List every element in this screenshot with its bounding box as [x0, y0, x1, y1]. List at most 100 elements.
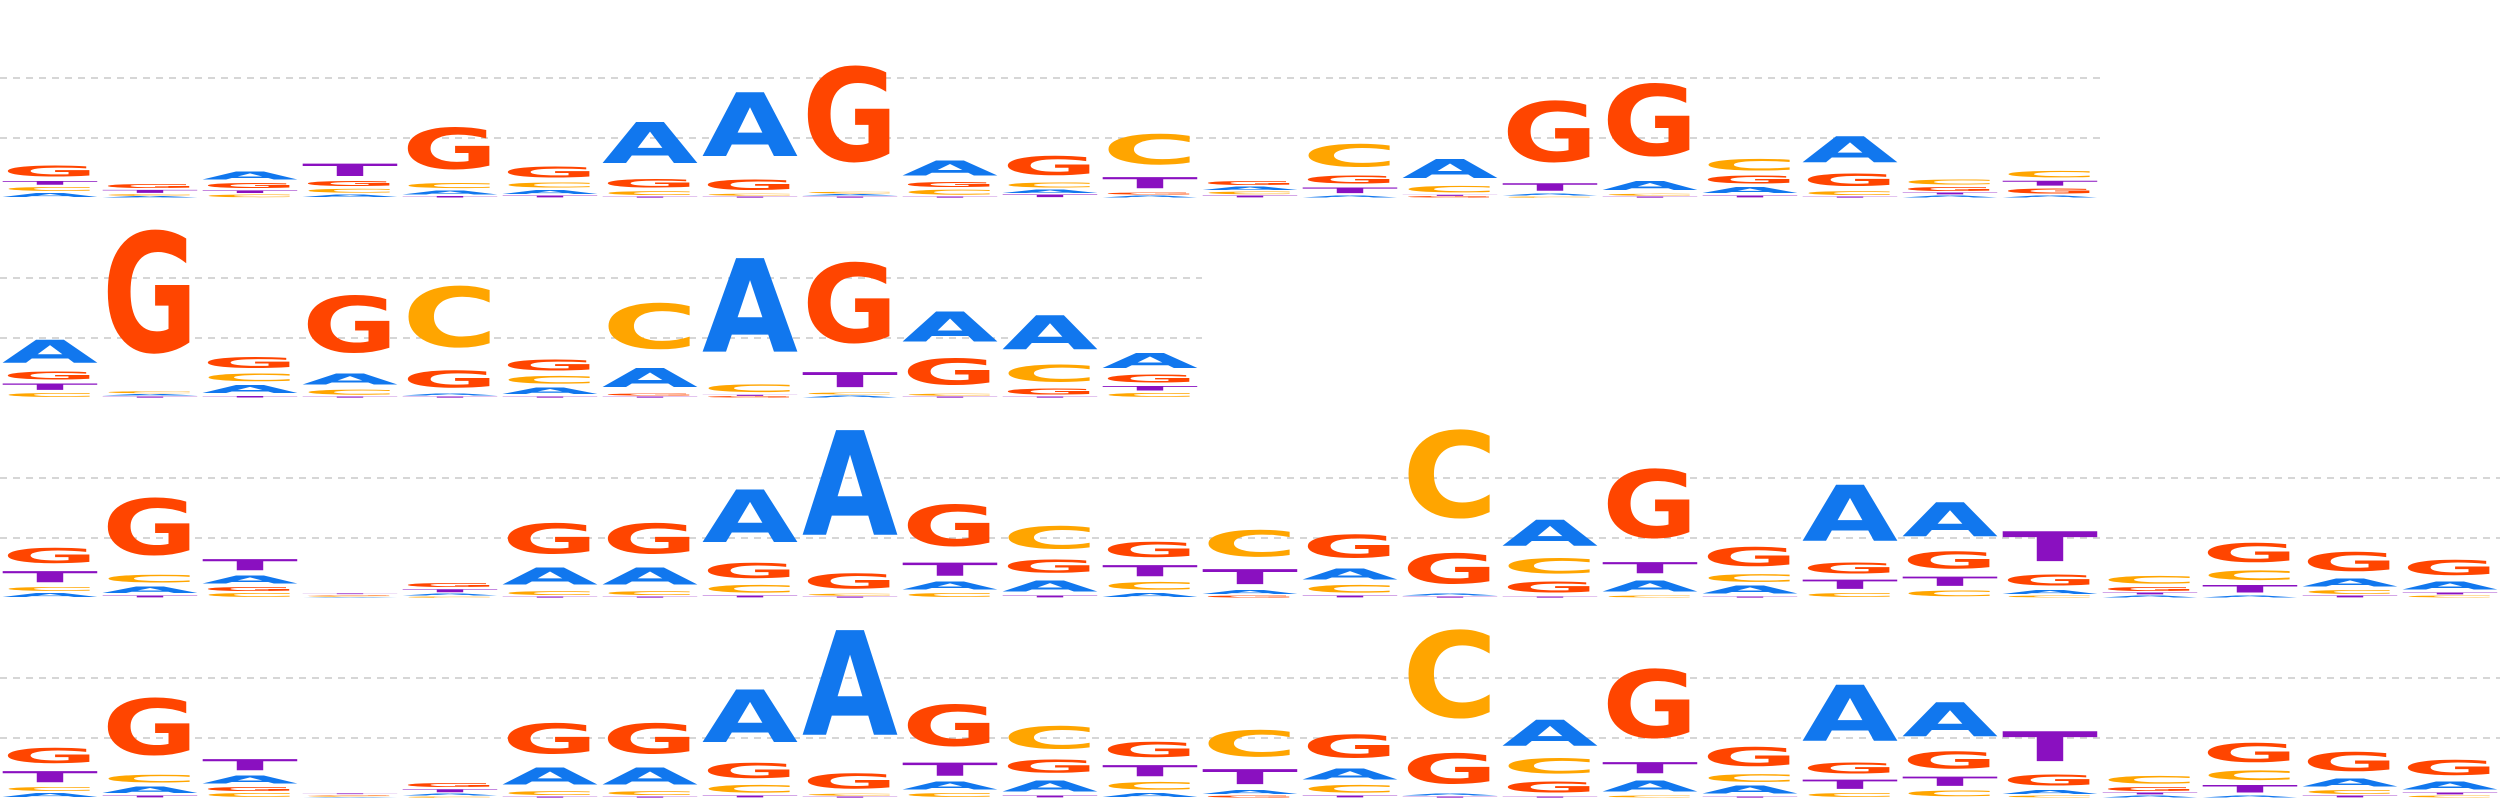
base-A: A	[1102, 195, 1198, 198]
base-T: T	[1702, 195, 1798, 198]
base-C: C	[1402, 408, 1498, 545]
base-C: C	[1502, 754, 1598, 778]
base-A: A	[502, 763, 598, 790]
base-A: A	[1302, 195, 1398, 198]
base-A: A	[102, 394, 198, 396]
base-T: T	[102, 795, 198, 798]
base-T: T	[1702, 596, 1798, 598]
base-T: T	[1302, 186, 1398, 195]
base-C: C	[2302, 789, 2398, 795]
base-T: T	[1602, 559, 1698, 577]
base-T: T	[2202, 583, 2298, 595]
base-T: T	[802, 368, 899, 392]
base-T: T	[2102, 592, 2198, 595]
base-C: C	[2, 786, 98, 792]
base-T: T	[702, 394, 798, 396]
base-A: A	[402, 190, 498, 196]
base-C: C	[2102, 574, 2198, 586]
base-T: T	[202, 190, 298, 194]
base-A: A	[1902, 694, 1998, 748]
base-G: G	[2002, 571, 2098, 589]
base-A: A	[602, 364, 698, 394]
base-A: A	[1902, 195, 1998, 198]
base-A: A	[902, 580, 998, 592]
base-G: G	[602, 715, 698, 763]
base-A: A	[202, 574, 298, 586]
base-C: C	[402, 596, 498, 598]
base-T: T	[802, 596, 898, 598]
base-C: C	[1802, 792, 1898, 798]
base-A: A	[1502, 712, 1598, 754]
base-A: A	[1002, 189, 1098, 194]
base-A: A	[1202, 789, 1298, 795]
base-G: G	[402, 582, 498, 588]
base-T: T	[1302, 595, 1398, 598]
gridlines	[0, 277, 1202, 339]
base-T: T	[102, 189, 198, 194]
base-G: G	[802, 569, 898, 593]
base-C: C	[2, 586, 98, 592]
base-T: T	[502, 796, 598, 798]
base-C: C	[1502, 554, 1598, 578]
base-G: G	[102, 199, 198, 390]
logo-columns: ACTGTACGCGATACGTCATGTCAGTCAGTCGATCGACATG…	[2, 601, 2498, 798]
base-A: A	[1402, 593, 1498, 596]
base-C: C	[1602, 795, 1698, 798]
base-A: A	[702, 76, 798, 177]
base-A: A	[302, 194, 398, 198]
base-G: G	[1202, 180, 1298, 186]
base-A: A	[702, 475, 798, 559]
base-C: C	[1202, 723, 1298, 765]
base-T: T	[1702, 796, 1798, 798]
base-T: T	[1002, 396, 1098, 398]
base-A: A	[1602, 577, 1698, 595]
base-A: A	[1302, 765, 1398, 783]
base-G: G	[902, 352, 998, 394]
base-G: G	[1502, 778, 1598, 796]
base-C: C	[1202, 191, 1298, 195]
base-C: C	[1602, 595, 1698, 598]
base-G: G	[402, 782, 498, 788]
base-A: A	[202, 384, 298, 396]
base-C: C	[2002, 595, 2098, 598]
base-G: G	[902, 693, 998, 759]
base-G: G	[302, 594, 398, 595]
base-T: T	[402, 196, 498, 198]
base-T: T	[2, 382, 98, 392]
base-T: T	[2202, 783, 2298, 795]
base-G: G	[2, 162, 98, 180]
base-G: G	[1302, 174, 1398, 186]
base-T: T	[2, 180, 98, 186]
base-A: A	[2102, 595, 2198, 598]
base-T: T	[1402, 796, 1498, 798]
base-T: T	[1502, 596, 1598, 598]
base-C: C	[602, 790, 698, 796]
base-G: G	[1102, 192, 1198, 195]
base-C: C	[502, 374, 598, 386]
base-G: G	[702, 396, 798, 398]
base-A: A	[1202, 589, 1298, 595]
base-C: C	[202, 792, 298, 798]
base-A: A	[2002, 589, 2098, 595]
base-G: G	[2302, 747, 2398, 777]
base-C: C	[1102, 780, 1198, 792]
base-A: A	[2102, 795, 2198, 798]
base-C: C	[2302, 589, 2398, 595]
base-A: A	[2, 192, 98, 198]
base-C: C	[402, 271, 498, 366]
